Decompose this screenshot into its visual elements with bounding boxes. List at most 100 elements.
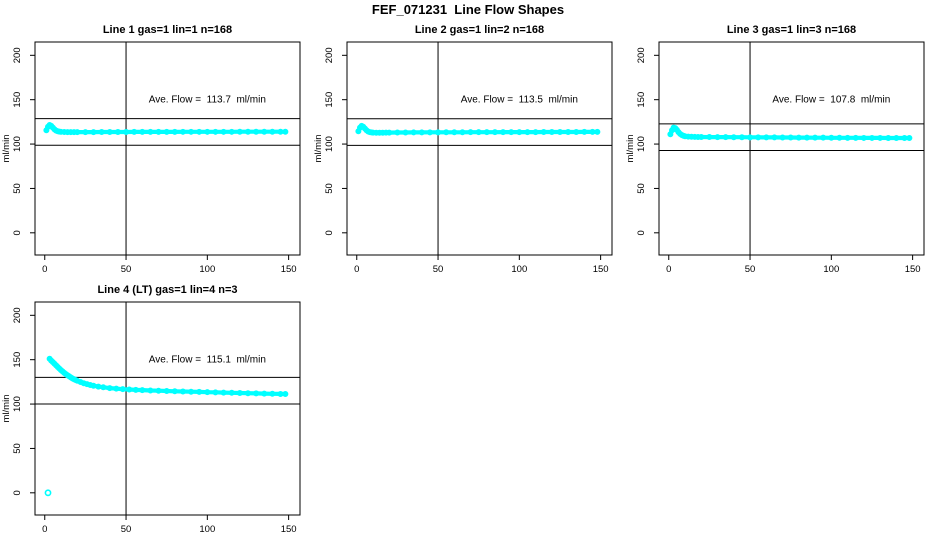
data-point: [376, 129, 383, 136]
data-point: [196, 388, 203, 395]
data-point: [795, 134, 802, 141]
data-point: [147, 128, 154, 135]
data-point: [163, 388, 170, 395]
plot-box: [658, 41, 925, 256]
data-point: [74, 129, 81, 136]
data-point: [565, 128, 572, 135]
data-point: [282, 391, 289, 398]
subplot-line-1-svg: 0 50 100 150 0 50 100 150 200 ml/min Line 1 gas=1 …: [1, 24, 301, 275]
data-point: [139, 387, 146, 394]
data-point: [820, 134, 827, 141]
y-tick-label: 150: [636, 92, 647, 108]
y-tick-label: 50: [324, 183, 335, 194]
data-point: [771, 134, 778, 141]
data-point: [755, 134, 762, 141]
y-axis-label: ml/min: [625, 135, 636, 163]
data-point: [123, 128, 130, 135]
data-point: [443, 129, 450, 136]
data-point: [373, 129, 380, 136]
y-axis-label: ml/min: [313, 135, 324, 163]
data-point: [540, 128, 547, 135]
data-point: [269, 128, 276, 135]
data-point: [98, 128, 105, 135]
data-point: [738, 134, 745, 141]
data-point: [204, 128, 211, 135]
x-tick-label: 0: [354, 264, 359, 275]
data-point: [691, 133, 698, 140]
data-point: [269, 390, 276, 397]
data-point: [524, 129, 531, 136]
data-point: [906, 135, 913, 142]
data-point: [80, 380, 87, 387]
data-point: [548, 128, 555, 135]
empty-panel-2: [624, 280, 936, 540]
data-point: [119, 386, 126, 393]
data-point: [179, 388, 186, 395]
data-point: [67, 129, 74, 136]
data-point: [58, 128, 65, 135]
data-point: [163, 128, 170, 135]
data-point: [113, 385, 120, 392]
data-point: [459, 129, 466, 136]
empty-panel-1: [312, 280, 624, 540]
y-tick-label: 50: [12, 183, 23, 194]
y-tick-label: 0: [636, 230, 647, 235]
data-point: [90, 129, 97, 136]
data-point: [763, 134, 770, 141]
data-point: [730, 134, 737, 141]
data-point: [581, 128, 588, 135]
data-point: [77, 379, 84, 386]
data-point: [386, 129, 393, 136]
data-point: [379, 129, 386, 136]
subplot-title: Line 2 gas=1 lin=2 n=168: [415, 24, 544, 36]
data-point: [844, 134, 851, 141]
data-point: [394, 129, 401, 136]
x-tick-label: 150: [593, 264, 609, 275]
data-point: [64, 129, 71, 136]
x-tick-label: 50: [433, 264, 444, 275]
y-tick-label: 100: [12, 136, 23, 152]
data-point: [418, 129, 425, 136]
y-axis-label: ml/min: [1, 395, 12, 423]
y-tick-label: 100: [324, 136, 335, 152]
ave-flow-annotation: Ave. Flow = 115.1 ml/min: [149, 354, 266, 365]
y-tick-label: 0: [324, 230, 335, 235]
data-point: [71, 129, 78, 136]
y-tick-label: 0: [12, 490, 23, 495]
x-tick-label: 150: [281, 264, 297, 275]
data-point: [747, 134, 754, 141]
subplot-line-1: 0 50 100 150 0 50 100 150 200 ml/min Line 1 gas=1 …: [0, 20, 312, 280]
data-point: [885, 135, 892, 142]
isolated-data-point: [44, 489, 52, 497]
data-point: [682, 133, 689, 140]
y-tick-label: 150: [324, 92, 335, 108]
data-point: [594, 128, 601, 135]
data-point: [695, 133, 702, 140]
subplot-line-2: 0 50 100 150 0 50 100 150 200 ml/min Line 2 gas=1 …: [312, 20, 624, 280]
x-tick-label: 0: [666, 264, 671, 275]
data-point: [516, 129, 523, 136]
data-point: [787, 134, 794, 141]
data-point: [812, 134, 819, 141]
data-point: [220, 128, 227, 135]
data-point: [483, 129, 490, 136]
data-point: [100, 384, 107, 391]
data-point: [261, 390, 268, 397]
data-point: [212, 128, 219, 135]
y-tick-label: 100: [12, 396, 23, 412]
data-point: [803, 134, 810, 141]
data-point: [244, 128, 251, 135]
data-point: [228, 389, 235, 396]
data-point: [126, 386, 133, 393]
data-point: [828, 134, 835, 141]
data-point: [383, 129, 390, 136]
data-point: [82, 129, 89, 136]
y-tick-label: 200: [636, 47, 647, 63]
x-tick-label: 0: [42, 524, 47, 535]
data-point: [139, 128, 146, 135]
data-point: [491, 129, 498, 136]
y-tick-label: 200: [12, 47, 23, 63]
data-point: [188, 388, 195, 395]
ave-flow-annotation: Ave. Flow = 113.5 ml/min: [461, 94, 578, 105]
